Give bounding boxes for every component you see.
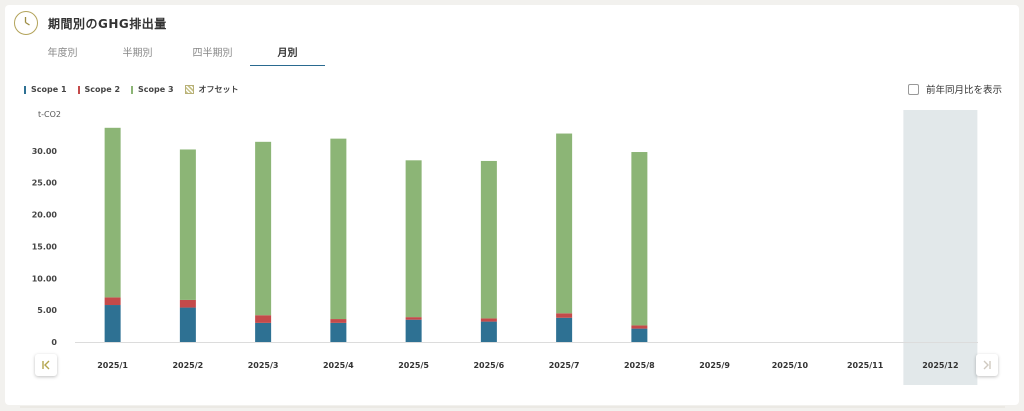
bar-scope1-2025-5 <box>405 319 422 342</box>
bar-scope3-2025-2 <box>179 149 196 300</box>
bar-scope3-2025-5 <box>405 160 422 318</box>
clock-icon <box>14 11 38 35</box>
chevron-right-icon <box>983 360 991 370</box>
legend-item-scope2[interactable]: Scope 2 <box>77 85 121 94</box>
bar-scope2-2025-7 <box>556 313 573 318</box>
x-tick-label: 2025/5 <box>398 361 429 370</box>
x-tick-label: 2025/1 <box>97 361 128 370</box>
bar-scope2-2025-4 <box>330 319 347 323</box>
chart-legend: Scope 1 Scope 2 Scope 3 オフセット <box>24 84 250 95</box>
tab-monthly[interactable]: 月別 <box>250 40 325 66</box>
ghg-emissions-card <box>5 5 1019 405</box>
bar-scope1-2025-3 <box>255 322 272 342</box>
bar-scope1-2025-8 <box>631 328 648 342</box>
x-tick-label: 2025/7 <box>549 361 580 370</box>
bar-scope2-2025-5 <box>405 317 422 320</box>
card-header: 期間別のGHG排出量 <box>14 8 167 38</box>
bar-scope1-2025-7 <box>556 317 573 342</box>
tab-annual[interactable]: 年度別 <box>47 48 78 59</box>
period-tabs: 年度別 半期別 四半期別 月別 <box>25 40 325 66</box>
tab-half-year[interactable]: 半期別 <box>122 48 153 59</box>
legend-swatch-scope3 <box>131 85 134 94</box>
legend-swatch-scope2 <box>77 85 80 94</box>
card-divider <box>20 406 1005 408</box>
bar-scope2-2025-6 <box>480 318 497 322</box>
yoy-toggle[interactable]: 前年同月比を表示 <box>907 82 1002 96</box>
bar-scope2-2025-8 <box>631 325 648 329</box>
x-tick-label: 2025/8 <box>624 361 655 370</box>
legend-item-offset[interactable]: オフセット <box>184 84 239 95</box>
x-tick-label: 2025/6 <box>473 361 504 370</box>
y-tick-label: 30.00 <box>32 147 58 156</box>
bar-scope2-2025-3 <box>255 315 272 323</box>
bar-scope3-2025-8 <box>631 152 648 326</box>
highlight-column <box>903 110 978 385</box>
bar-scope2-2025-1 <box>104 297 121 306</box>
legend-label: Scope 3 <box>138 85 174 94</box>
legend-label: Scope 1 <box>31 85 67 94</box>
prev-period-button[interactable] <box>35 354 57 376</box>
x-tick-label: 2025/3 <box>248 361 279 370</box>
next-period-button[interactable] <box>976 354 998 376</box>
legend-label: Scope 2 <box>84 85 121 94</box>
bar-scope1-2025-6 <box>480 321 497 342</box>
x-tick-label: 2025/12 <box>922 361 958 370</box>
y-axis-label: t-CO2 <box>38 110 61 119</box>
x-tick-label: 2025/9 <box>699 361 730 370</box>
bar-scope3-2025-6 <box>480 160 497 319</box>
y-tick-label: 20.00 <box>32 211 58 220</box>
bar-scope1-2025-1 <box>104 305 121 342</box>
bar-scope3-2025-7 <box>556 133 573 314</box>
chevron-left-icon <box>42 360 50 370</box>
bar-scope3-2025-1 <box>104 127 121 298</box>
card-title: 期間別のGHG排出量 <box>48 16 167 31</box>
legend-item-scope1[interactable]: Scope 1 <box>24 85 67 94</box>
bar-scope3-2025-4 <box>330 138 347 320</box>
bar-scope3-2025-3 <box>255 141 272 316</box>
legend-label: オフセット <box>198 85 239 94</box>
x-tick-label: 2025/4 <box>323 361 354 370</box>
bar-scope1-2025-4 <box>330 322 347 342</box>
y-tick-label: 15.00 <box>32 242 58 251</box>
x-tick-label: 2025/10 <box>772 361 809 370</box>
legend-swatch-scope1 <box>24 85 26 94</box>
bar-scope2-2025-2 <box>179 299 196 308</box>
y-tick-label: 10.00 <box>32 274 58 283</box>
y-tick-label: 25.00 <box>32 179 58 188</box>
yoy-checkbox[interactable] <box>907 83 919 95</box>
yoy-label: 前年同月比を表示 <box>925 85 1002 96</box>
y-tick-label: 5.00 <box>37 306 57 315</box>
hatch-pattern-icon <box>184 85 194 94</box>
x-tick-label: 2025/2 <box>172 361 203 370</box>
bar-scope1-2025-2 <box>179 307 196 342</box>
x-tick-label: 2025/11 <box>847 361 884 370</box>
tab-quarterly[interactable]: 四半期別 <box>192 48 233 59</box>
y-tick-label: 0 <box>51 338 57 347</box>
legend-item-scope3[interactable]: Scope 3 <box>131 85 174 94</box>
